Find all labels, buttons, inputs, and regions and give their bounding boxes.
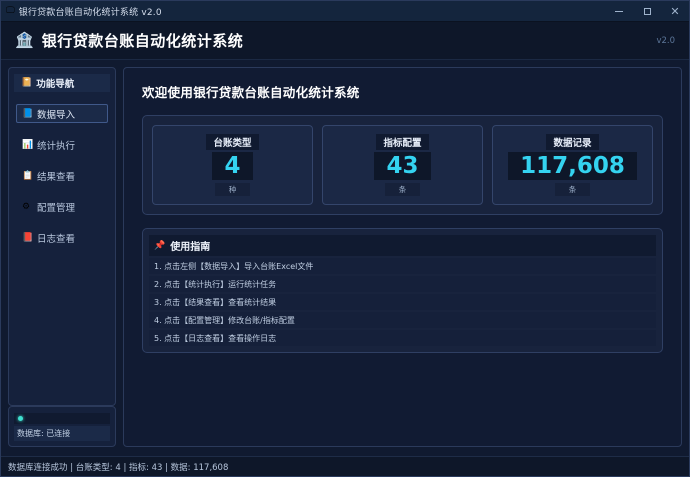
card-label: 台账类型 — [206, 133, 259, 150]
maximize-button[interactable] — [633, 1, 661, 22]
window-controls: ✕ — [605, 1, 689, 22]
database-status-label: 数据库: 已连接 — [14, 426, 110, 441]
list-item: 1. 点击左侧【数据导入】导入台账Excel文件 — [149, 258, 656, 274]
minimize-icon — [615, 10, 623, 12]
sidebar-item-label: 统计执行 — [37, 140, 76, 152]
navigation-header: 📔 功能导航 — [14, 74, 110, 92]
status-bar: 数据库连接成功 | 台账类型: 4 | 指标: 43 | 数据: 117,608 — [1, 456, 689, 476]
database-indicator-row — [14, 413, 110, 424]
app-header: 🏦 银行贷款台账自动化统计系统 v2.0 — [1, 22, 689, 60]
sidebar-item-view-logs[interactable]: 📕 日志查看 — [16, 228, 108, 247]
list-item: 5. 点击【日志查看】查看操作日志 — [149, 330, 656, 346]
list-item: 2. 点击【统计执行】运行统计任务 — [149, 276, 656, 292]
stat-cards-group: 台账类型 4 种 指标配置 43 条 数据记录 117,608 条 — [142, 115, 663, 215]
usage-guide-panel: 📌 使用指南 1. 点击左侧【数据导入】导入台账Excel文件 2. 点击【统计… — [142, 228, 663, 353]
window-title: 银行贷款台账自动化统计系统 v2.0 — [18, 7, 162, 18]
card-value: 4 — [212, 151, 253, 181]
card-value: 117,608 — [508, 151, 637, 181]
window-icon: 🖵 — [6, 5, 15, 16]
welcome-title: 欢迎使用银行贷款台账自动化统计系统 — [142, 85, 360, 100]
status-bar-text: 数据库连接成功 | 台账类型: 4 | 指标: 43 | 数据: 117,608 — [8, 462, 229, 473]
card-unit: 条 — [384, 183, 421, 197]
card-label: 数据记录 — [546, 133, 599, 150]
navigation-panel: 📔 功能导航 📘 数据导入 📊 统计执行 📋 结果查看 — [8, 67, 116, 406]
chart-icon: 📊 — [22, 139, 34, 150]
sidebar-item-label: 数据导入 — [37, 109, 76, 121]
close-button[interactable]: ✕ — [661, 1, 689, 22]
clipboard-icon: 📔 — [21, 78, 33, 88]
title-bar: 🖵 银行贷款台账自动化统计系统 v2.0 ✕ — [1, 1, 689, 22]
card-value: 43 — [374, 151, 431, 181]
clipboard-icon: 📋 — [22, 170, 34, 181]
pushpin-icon: 📌 — [154, 240, 166, 251]
card-unit: 条 — [554, 183, 591, 197]
sidebar: 📔 功能导航 📘 数据导入 📊 统计执行 📋 结果查看 — [8, 67, 116, 456]
sidebar-item-view-results[interactable]: 📋 结果查看 — [16, 166, 108, 185]
list-item: 4. 点击【配置管理】修改台账/指标配置 — [149, 312, 656, 328]
data-records-card: 数据记录 117,608 条 — [492, 125, 653, 205]
card-unit: 种 — [214, 183, 251, 197]
list-item: 3. 点击【结果查看】查看统计结果 — [149, 294, 656, 310]
import-icon: 📘 — [22, 108, 34, 119]
version-label: v2.0 — [656, 35, 675, 46]
indicator-config-card: 指标配置 43 条 — [322, 125, 483, 205]
navigation-header-label: 功能导航 — [36, 79, 75, 90]
card-label: 指标配置 — [376, 133, 429, 150]
sidebar-item-label: 日志查看 — [37, 233, 76, 245]
sidebar-item-config-manage[interactable]: ⚙ 配置管理 — [16, 197, 108, 216]
sidebar-item-data-import[interactable]: 📘 数据导入 — [16, 104, 108, 123]
content-area: 📔 功能导航 📘 数据导入 📊 统计执行 📋 结果查看 — [1, 60, 689, 456]
connected-dot-icon — [18, 416, 23, 421]
sidebar-item-label: 结果查看 — [37, 171, 76, 183]
minimize-button[interactable] — [605, 1, 633, 22]
logbook-icon: 📕 — [22, 232, 34, 243]
usage-guide-title: 使用指南 — [170, 242, 211, 253]
main-panel: 欢迎使用银行贷款台账自动化统计系统 台账类型 4 种 指标配置 43 条 数据记… — [123, 67, 682, 447]
navigation-items: 📘 数据导入 📊 统计执行 📋 结果查看 ⚙ 配置管理 — [9, 98, 115, 253]
sidebar-item-run-statistics[interactable]: 📊 统计执行 — [16, 135, 108, 154]
sidebar-item-label: 配置管理 — [37, 202, 76, 214]
usage-guide-header: 📌 使用指南 — [149, 235, 656, 256]
bank-building-icon: 🏦 — [15, 31, 34, 49]
gear-icon: ⚙ — [22, 201, 31, 212]
database-status-panel: 数据库: 已连接 — [8, 406, 116, 447]
page-title: 银行贷款台账自动化统计系统 — [41, 32, 244, 50]
maximize-icon — [643, 7, 651, 15]
ledger-types-card: 台账类型 4 种 — [152, 125, 313, 205]
close-icon: ✕ — [670, 4, 680, 18]
